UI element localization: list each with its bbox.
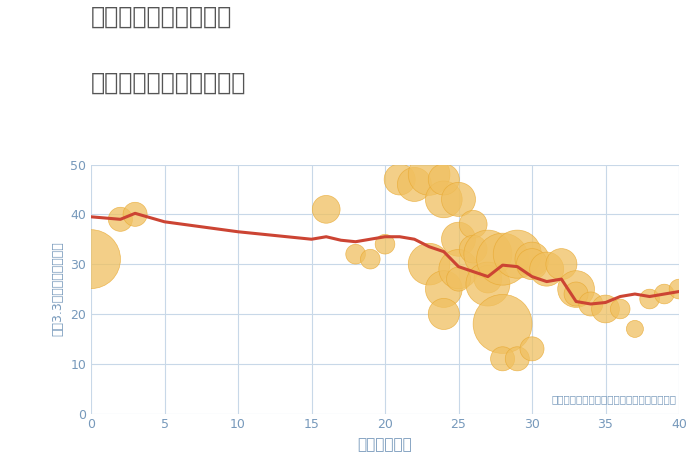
Point: [659, 290, 670, 298]
Point: [424, 260, 435, 268]
Point: [468, 220, 479, 228]
Point: [497, 320, 508, 328]
Text: 兵庫県姫路市城見台の: 兵庫県姫路市城見台の: [91, 5, 232, 29]
Text: 築年数別中古戸建て価格: 築年数別中古戸建て価格: [91, 70, 246, 94]
Point: [379, 241, 391, 248]
Point: [453, 235, 464, 243]
Point: [321, 205, 332, 213]
Point: [115, 216, 126, 223]
Point: [585, 300, 596, 308]
Point: [570, 290, 582, 298]
Y-axis label: 坪（3.3㎡）単価（万円）: 坪（3.3㎡）単価（万円）: [52, 242, 64, 337]
Point: [673, 285, 685, 293]
Point: [526, 255, 538, 263]
Point: [600, 305, 611, 313]
Point: [453, 275, 464, 283]
Point: [394, 176, 405, 183]
Point: [438, 196, 449, 203]
Point: [629, 325, 641, 333]
Point: [644, 295, 655, 303]
Point: [350, 251, 361, 258]
Point: [438, 285, 449, 293]
Point: [453, 196, 464, 203]
Point: [526, 345, 538, 352]
Point: [497, 255, 508, 263]
Point: [526, 260, 538, 268]
Point: [541, 266, 552, 273]
Point: [512, 355, 523, 362]
Point: [482, 275, 493, 283]
Point: [365, 255, 376, 263]
Point: [497, 355, 508, 362]
Point: [556, 260, 567, 268]
Point: [438, 176, 449, 183]
Point: [438, 310, 449, 318]
Point: [453, 266, 464, 273]
Point: [512, 251, 523, 258]
Point: [130, 211, 141, 218]
X-axis label: 築年数（年）: 築年数（年）: [358, 437, 412, 452]
Point: [482, 280, 493, 288]
Point: [409, 180, 420, 188]
Point: [85, 255, 97, 263]
Point: [615, 305, 626, 313]
Point: [424, 171, 435, 178]
Text: 円の大きさは、取引のあった物件面積を示す: 円の大きさは、取引のあった物件面積を示す: [551, 395, 676, 405]
Point: [570, 285, 582, 293]
Point: [482, 251, 493, 258]
Point: [468, 245, 479, 253]
